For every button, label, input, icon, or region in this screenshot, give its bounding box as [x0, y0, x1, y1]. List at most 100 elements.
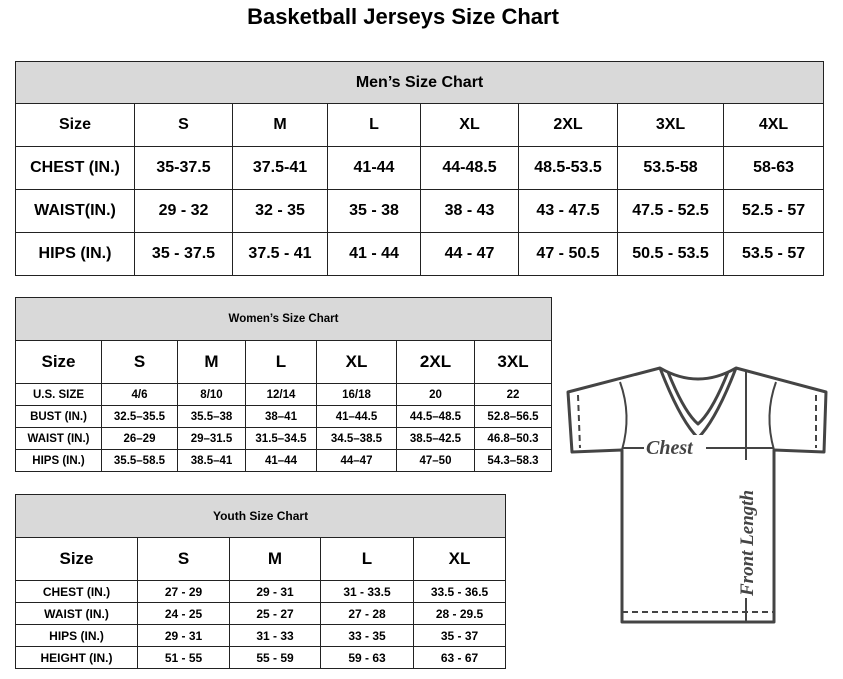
table-row: HIPS (IN.) 35.5–58.5 38.5–41 41–44 44–47 47–5…: [15, 449, 553, 472]
table-cell: 35.5–38: [177, 405, 246, 428]
table-cell: 22: [473, 383, 553, 406]
table-cell: 59 - 63: [320, 646, 414, 669]
column-header: Size: [15, 340, 102, 384]
table-row: HIPS (IN.) 29 - 31 31 - 33 33 - 35 35 - 37: [15, 624, 507, 647]
table-cell: 41–44: [245, 449, 317, 472]
table-row: CHEST (IN.) 35-37.5 37.5-41 41-44 44-48.5 48.…: [15, 146, 825, 190]
table-row: WAIST (IN.) 24 - 25 25 - 27 27 - 28 28 - 29.…: [15, 602, 507, 625]
row-label: U.S. SIZE: [15, 383, 102, 406]
table-cell: 44–47: [316, 449, 397, 472]
table-row: U.S. SIZE 4/6 8/10 12/14 16/18 20 22: [15, 383, 553, 406]
row-label: WAIST (IN.): [15, 602, 138, 625]
table-cell: 38 - 43: [420, 189, 519, 233]
column-header: 4XL: [722, 103, 825, 147]
table-row: WAIST(IN.) 29 - 32 32 - 35 35 - 38 38 - 43 43…: [15, 189, 825, 233]
jersey-outline: [566, 366, 828, 624]
table-cell: 29 - 32: [134, 189, 233, 233]
table-cell: 38–41: [245, 405, 317, 428]
table-cell: 31 - 33.5: [320, 580, 414, 603]
column-header: M: [177, 340, 246, 384]
row-label: BUST (IN.): [15, 405, 102, 428]
table-cell: 58-63: [722, 146, 825, 190]
table-cell: 53.5-58: [617, 146, 724, 190]
table-cell: 44-48.5: [420, 146, 519, 190]
column-header: 2XL: [518, 103, 618, 147]
womens-size-table: Women’s Size Chart Size S M L XL 2XL 3XL U.S. S…: [14, 297, 553, 472]
table-cell: 41 - 44: [327, 232, 421, 276]
table-cell: 26–29: [101, 427, 178, 450]
column-header: Size: [15, 103, 135, 147]
table-cell: 41–44.5: [316, 405, 397, 428]
womens-chart-title: Women’s Size Chart: [14, 297, 553, 341]
table-cell: 47.5 - 52.5: [617, 189, 724, 233]
header-row: Size S M L XL 2XL 3XL 4XL: [15, 103, 825, 147]
header-row: Size S M L XL: [15, 537, 507, 581]
table-cell: 43 - 47.5: [518, 189, 618, 233]
table-cell: 38.5–41: [177, 449, 246, 472]
table-cell: 31.5–34.5: [245, 427, 317, 450]
table-row: HIPS (IN.) 35 - 37.5 37.5 - 41 41 - 44 44 - …: [15, 232, 825, 276]
chest-label: Chest: [646, 437, 694, 459]
row-label: HIPS (IN.): [15, 449, 102, 472]
table-cell: 37.5 - 41: [232, 232, 328, 276]
table-cell: 29 - 31: [229, 580, 321, 603]
youth-chart-title: Youth Size Chart: [14, 494, 507, 538]
column-header: L: [320, 537, 414, 581]
column-header: XL: [316, 340, 397, 384]
table-row: CHEST (IN.) 27 - 29 29 - 31 31 - 33.5 33.5 -…: [15, 580, 507, 603]
mens-chart-title: Men’s Size Chart: [14, 61, 825, 104]
table-cell: 29 - 31: [137, 624, 230, 647]
mens-size-table: Men’s Size Chart Size S M L XL 2XL 3XL 4XL CHEST…: [14, 61, 825, 276]
table-cell: 12/14: [245, 383, 317, 406]
row-label: HIPS (IN.): [15, 232, 135, 276]
table-cell: 27 - 28: [320, 602, 414, 625]
table-cell: 37.5-41: [232, 146, 328, 190]
table-cell: 54.3–58.3: [473, 449, 553, 472]
table-cell: 32.5–35.5: [101, 405, 178, 428]
table-cell: 32 - 35: [232, 189, 328, 233]
column-header: M: [232, 103, 328, 147]
column-header: 3XL: [473, 340, 553, 384]
table-cell: 46.8–50.3: [473, 427, 553, 450]
column-header: S: [137, 537, 230, 581]
table-cell: 55 - 59: [229, 646, 321, 669]
table-cell: 25 - 27: [229, 602, 321, 625]
table-cell: 44 - 47: [420, 232, 519, 276]
column-header: M: [229, 537, 321, 581]
table-cell: 52.5 - 57: [722, 189, 825, 233]
table-row: BUST (IN.) 32.5–35.5 35.5–38 38–41 41–44.5 44…: [15, 405, 553, 428]
column-header: L: [327, 103, 421, 147]
table-cell: 35-37.5: [134, 146, 233, 190]
jersey-diagram: Chest Front Length: [566, 366, 828, 624]
table-cell: 35 - 38: [327, 189, 421, 233]
table-cell: 16/18: [316, 383, 397, 406]
table-cell: 28 - 29.5: [412, 602, 507, 625]
table-row: HEIGHT (IN.) 51 - 55 55 - 59 59 - 63 63 - 67: [15, 646, 507, 669]
table-cell: 51 - 55: [137, 646, 230, 669]
column-header: XL: [420, 103, 519, 147]
page-title: Basketball Jerseys Size Chart: [247, 4, 559, 29]
column-header: L: [245, 340, 317, 384]
column-header: S: [101, 340, 178, 384]
table-cell: 50.5 - 53.5: [617, 232, 724, 276]
table-cell: 29–31.5: [177, 427, 246, 450]
table-cell: 47 - 50.5: [518, 232, 618, 276]
table-cell: 63 - 67: [412, 646, 507, 669]
column-header: Size: [15, 537, 138, 581]
table-cell: 53.5 - 57: [722, 232, 825, 276]
row-label: WAIST (IN.): [15, 427, 102, 450]
header-row: Size S M L XL 2XL 3XL: [15, 340, 553, 384]
table-cell: 35 - 37.5: [134, 232, 233, 276]
front-length-label: Front Length: [737, 490, 758, 597]
column-header: 2XL: [396, 340, 475, 384]
row-label: WAIST(IN.): [15, 189, 135, 233]
table-cell: 24 - 25: [137, 602, 230, 625]
table-cell: 35 - 37: [412, 624, 507, 647]
row-label: HIPS (IN.): [15, 624, 138, 647]
table-cell: 27 - 29: [137, 580, 230, 603]
table-cell: 35.5–58.5: [101, 449, 178, 472]
table-cell: 4/6: [101, 383, 178, 406]
table-cell: 52.8–56.5: [473, 405, 553, 428]
table-cell: 20: [396, 383, 475, 406]
table-cell: 34.5–38.5: [316, 427, 397, 450]
